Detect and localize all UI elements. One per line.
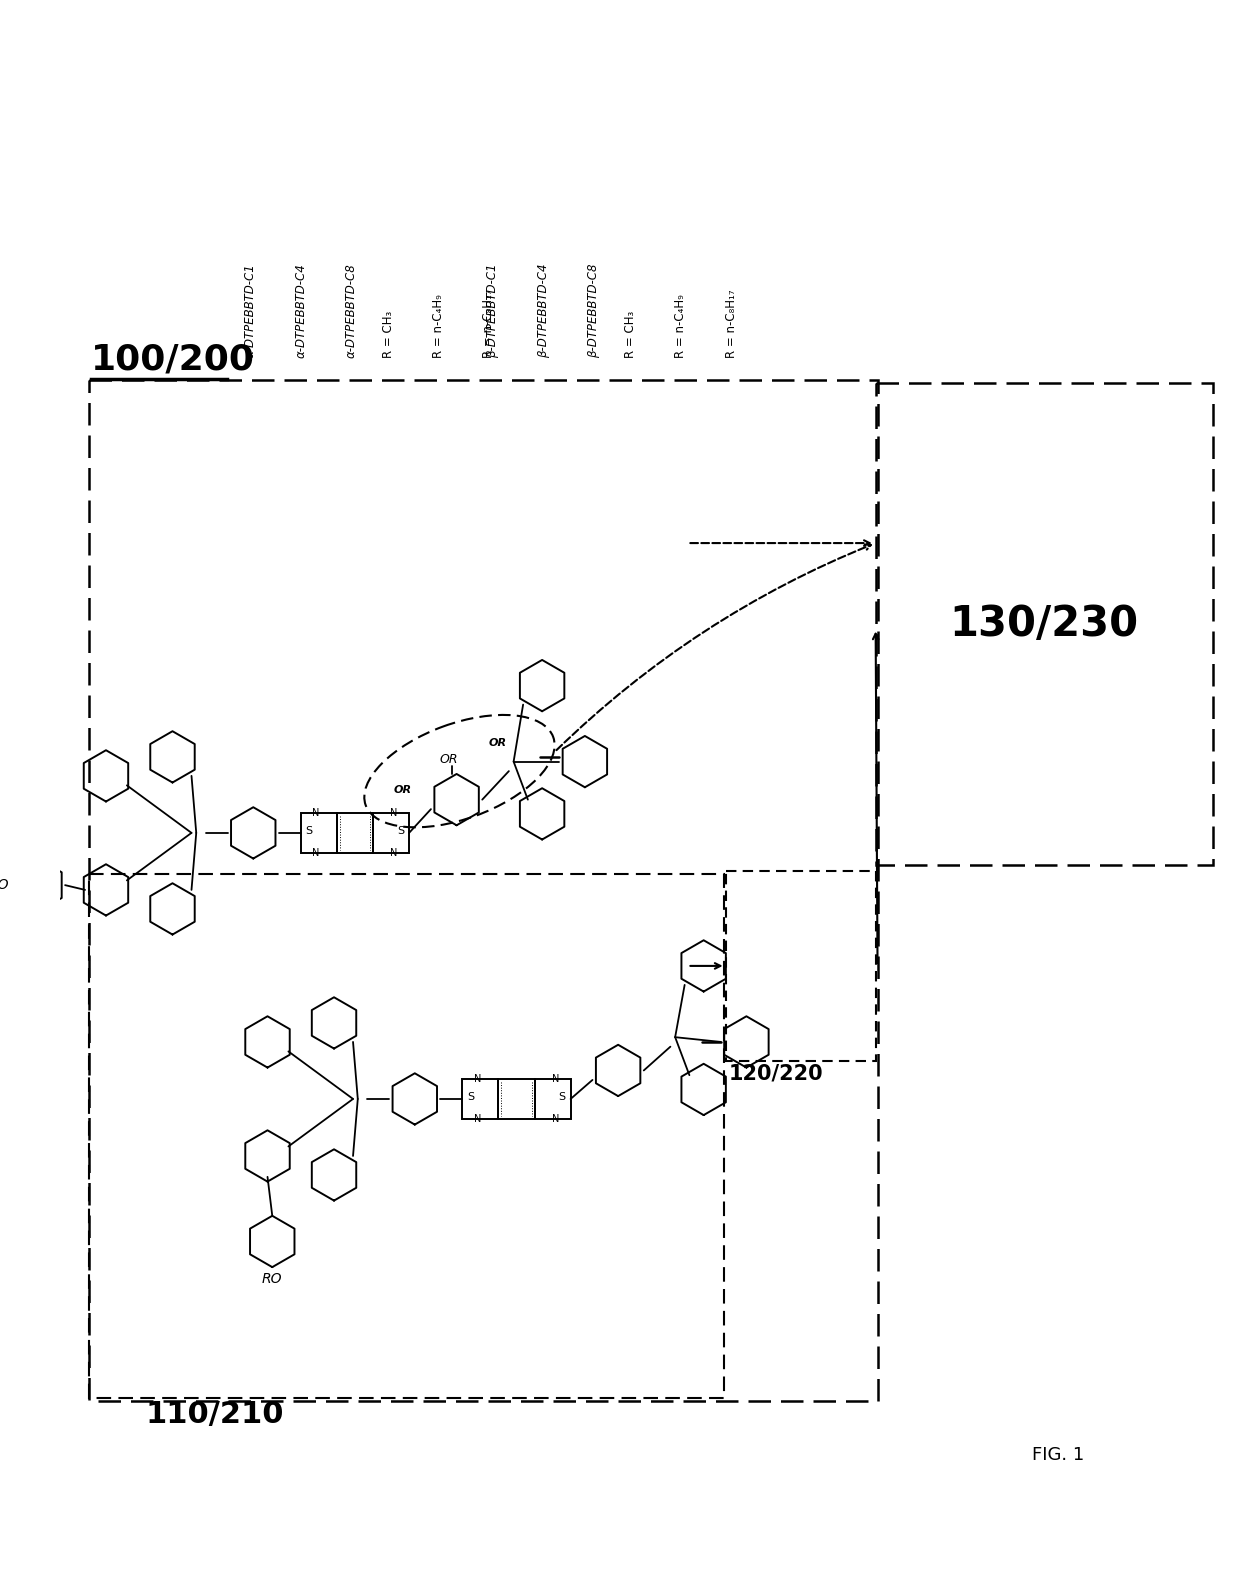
Text: S: S — [559, 1092, 565, 1102]
Text: N: N — [312, 808, 320, 818]
Text: OR: OR — [393, 785, 412, 796]
Text: N: N — [552, 1114, 559, 1124]
Text: N: N — [391, 848, 398, 857]
Text: β-DTPEBBTD-C4: β-DTPEBBTD-C4 — [537, 263, 549, 358]
Text: OR: OR — [440, 753, 459, 767]
Text: α-DTPEBBTD-C1: α-DTPEBBTD-C1 — [244, 263, 257, 358]
Text: S: S — [397, 826, 404, 835]
Text: N: N — [552, 1073, 559, 1084]
Text: RO: RO — [0, 878, 9, 892]
Text: R = n-C₄H₉: R = n-C₄H₉ — [432, 293, 445, 358]
Text: β-DTPEBBTD-C8: β-DTPEBBTD-C8 — [587, 263, 600, 358]
Text: OR: OR — [489, 737, 506, 748]
Text: 110/210: 110/210 — [146, 1400, 284, 1430]
Text: R = n-C₄H₉: R = n-C₄H₉ — [675, 293, 687, 358]
Text: RO: RO — [262, 1271, 283, 1285]
Text: α-DTPEBBTD-C4: α-DTPEBBTD-C4 — [294, 263, 308, 358]
Text: R = n-C₈H₁₇: R = n-C₈H₁₇ — [724, 288, 738, 358]
Text: N: N — [391, 808, 398, 818]
Text: N: N — [312, 848, 320, 857]
Text: N: N — [474, 1073, 481, 1084]
Text: S: S — [467, 1092, 474, 1102]
Text: 120/220: 120/220 — [728, 1064, 823, 1084]
Bar — [875, 384, 1213, 865]
Text: R = CH₃: R = CH₃ — [624, 311, 637, 358]
Text: α-DTPEBBTD-C8: α-DTPEBBTD-C8 — [345, 263, 357, 358]
Text: 100/200: 100/200 — [91, 342, 254, 377]
Bar — [725, 870, 875, 1060]
Text: 130/230: 130/230 — [950, 602, 1138, 645]
Text: R = CH₃: R = CH₃ — [382, 311, 394, 358]
Text: FIG. 1: FIG. 1 — [1032, 1446, 1084, 1465]
Text: R = n-C₈H₁₇: R = n-C₈H₁₇ — [482, 288, 496, 358]
Text: β-DTPEBBTD-C1: β-DTPEBBTD-C1 — [486, 263, 500, 358]
Text: N: N — [474, 1114, 481, 1124]
Bar — [89, 380, 878, 1401]
Text: S: S — [305, 826, 312, 835]
Bar — [89, 873, 724, 1398]
